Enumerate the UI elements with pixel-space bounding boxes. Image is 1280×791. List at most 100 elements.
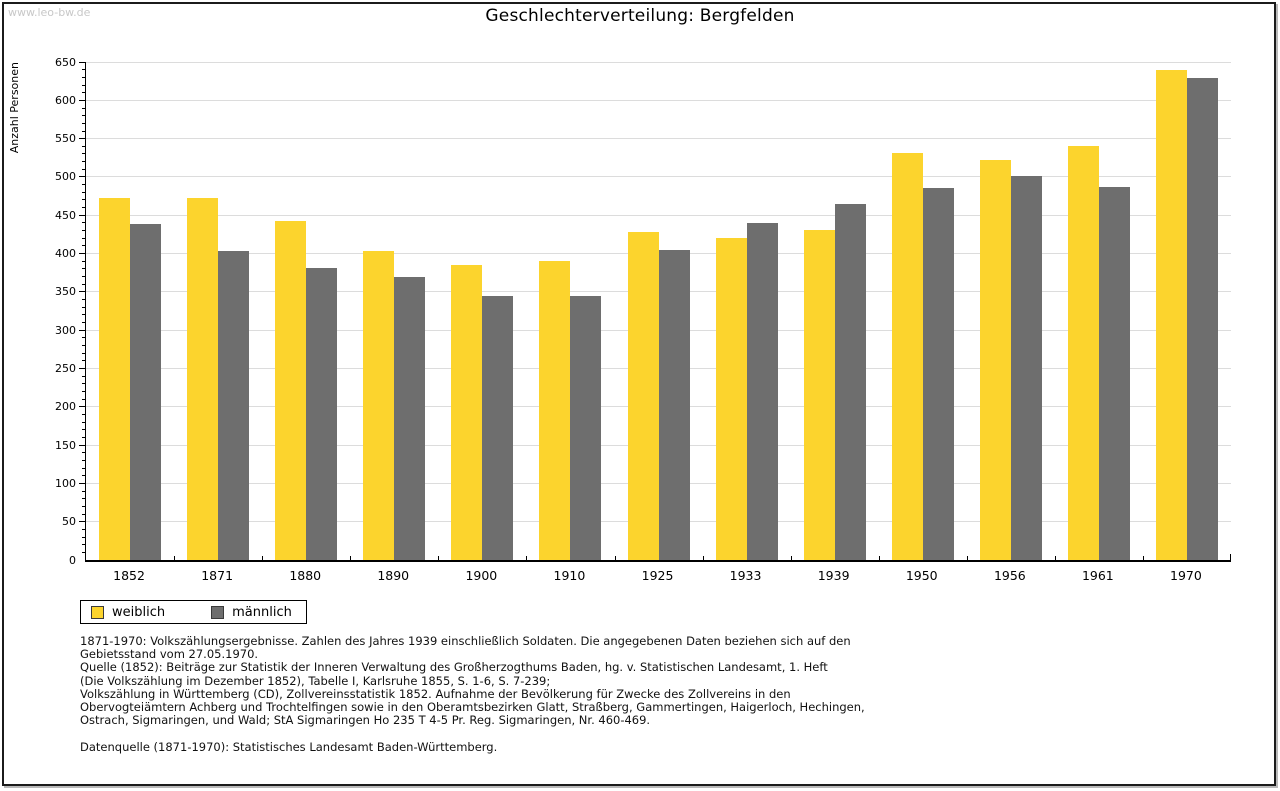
y-tick-label-400: 400 (55, 247, 76, 260)
y-minor-tick-110 (82, 475, 86, 477)
y-minor-tick-190 (82, 413, 86, 415)
x-boundary-tick-9 (878, 556, 880, 560)
y-minor-tick-460 (82, 207, 86, 209)
y-minor-tick-520 (82, 161, 86, 163)
footnote-line (80, 727, 865, 740)
footnote-line: Ostrach, Sigmaringen, und Wald; StA Sigm… (80, 713, 651, 728)
x-tick-label-1852: 1852 (113, 568, 145, 583)
y-minor-tick-340 (82, 299, 86, 300)
y-major-tick-200 (79, 406, 86, 408)
y-minor-tick-420 (82, 237, 86, 239)
y-major-tick-300 (79, 329, 86, 331)
bar-maennlich-1910 (570, 295, 602, 560)
bar-maennlich-1871 (218, 250, 250, 560)
footnote-line: Gebietsstand vom 27.05.1970. (80, 647, 259, 662)
y-tick-label-50: 50 (62, 515, 76, 529)
legend-swatch-weiblich (91, 605, 104, 619)
bar-maennlich-1890 (394, 277, 426, 560)
y-minor-tick-330 (82, 306, 86, 308)
y-tick-label-600: 600 (55, 93, 76, 107)
y-tick-label-550: 550 (55, 132, 76, 146)
y-tick-label-0: 0 (69, 553, 76, 567)
bar-weiblich-1910 (539, 261, 571, 560)
footnote-line: 1871-1970: Volkszählungsergebnisse. Zahl… (80, 634, 851, 648)
legend-swatch-maennlich (211, 605, 225, 619)
y-minor-tick-480 (82, 191, 86, 193)
y-minor-tick-20 (82, 544, 86, 546)
footnotes: 1871-1970: Volkszählungsergebnisse. Zahl… (80, 634, 865, 754)
y-minor-tick-570 (82, 122, 86, 124)
y-major-tick-600 (79, 99, 86, 101)
y-major-tick-550 (79, 138, 86, 140)
bar-maennlich-1950 (922, 188, 954, 560)
y-tick-label-200: 200 (55, 400, 76, 414)
bar-maennlich-1933 (746, 222, 778, 560)
y-tick-label-150: 150 (55, 438, 76, 452)
x-tick-label-1933: 1933 (729, 568, 762, 583)
y-minor-tick-60 (82, 513, 86, 515)
footnote-line: Datenquelle (1871-1970): Statistisches L… (80, 739, 498, 754)
y-minor-tick-10 (82, 551, 86, 553)
y-minor-tick-280 (82, 345, 86, 346)
y-major-tick-100 (79, 482, 86, 484)
x-tick-label-1910: 1910 (553, 568, 586, 583)
y-minor-tick-530 (82, 153, 86, 155)
x-tick-label-1939: 1939 (817, 568, 850, 583)
y-major-tick-250 (79, 368, 86, 369)
footnote-line: Obervogteiämtern Achberg und Trochtelfin… (80, 700, 865, 715)
y-minor-tick-580 (82, 115, 86, 117)
chart-title: Geschlechterverteilung: Bergfelden (485, 6, 795, 26)
x-tick-label-1900: 1900 (465, 568, 498, 583)
y-tick-label-250: 250 (55, 362, 76, 375)
footnote-line: Quelle (1852): Beiträge zur Statistik de… (80, 660, 828, 675)
plot-area (79, 61, 1231, 562)
x-axis-end-cap (1230, 554, 1231, 560)
bar-maennlich-1956 (1010, 176, 1042, 560)
y-minor-tick-620 (82, 84, 86, 86)
y-axis-end-cap (86, 62, 92, 63)
x-tick-label-1925: 1925 (641, 568, 674, 583)
x-boundary-tick-6 (614, 556, 616, 560)
y-minor-tick-360 (82, 283, 86, 285)
gridline-500 (86, 176, 1231, 178)
gridline-650 (86, 61, 1231, 63)
bar-maennlich-1939 (834, 203, 866, 560)
y-axis-title: Anzahl Personen (8, 62, 21, 154)
watermark: www.leo-bw.de (8, 6, 91, 19)
x-boundary-tick-1 (174, 556, 176, 560)
y-minor-tick-130 (82, 459, 86, 461)
x-tick-label-1970: 1970 (1170, 568, 1202, 583)
y-minor-tick-80 (82, 498, 86, 500)
y-major-tick-650 (79, 61, 86, 63)
y-minor-tick-120 (82, 467, 86, 469)
x-boundary-tick-2 (262, 556, 264, 560)
y-tick-label-350: 350 (55, 285, 76, 299)
y-major-tick-150 (79, 444, 86, 446)
bar-maennlich-1880 (306, 268, 338, 560)
x-tick-label-1961: 1961 (1081, 568, 1114, 583)
y-minor-tick-320 (82, 314, 86, 316)
bar-maennlich-1961 (1098, 186, 1130, 560)
y-minor-tick-380 (82, 268, 86, 270)
y-minor-tick-140 (82, 452, 86, 454)
y-minor-tick-90 (82, 490, 86, 492)
bar-maennlich-1852 (130, 224, 161, 560)
bar-weiblich-1970 (1156, 69, 1187, 560)
legend-label-weiblich: weiblich (112, 604, 166, 620)
bar-maennlich-1970 (1187, 78, 1218, 560)
bar-weiblich-1900 (451, 265, 483, 560)
x-tick-label-1880: 1880 (289, 568, 322, 583)
bar-weiblich-1939 (803, 229, 835, 560)
bar-weiblich-1950 (891, 153, 923, 560)
bar-weiblich-1956 (979, 160, 1011, 560)
footnote-line: Volkszählung in Württemberg (CD), Zollve… (80, 686, 791, 701)
x-tick-label-1950: 1950 (905, 568, 938, 583)
y-minor-tick-40 (82, 528, 86, 530)
bar-weiblich-1890 (363, 250, 395, 560)
y-major-tick-500 (79, 176, 86, 178)
y-minor-tick-370 (82, 276, 86, 277)
y-minor-tick-220 (82, 390, 86, 392)
y-minor-tick-610 (82, 92, 86, 94)
y-tick-label-450: 450 (55, 208, 76, 222)
y-minor-tick-440 (82, 222, 86, 224)
